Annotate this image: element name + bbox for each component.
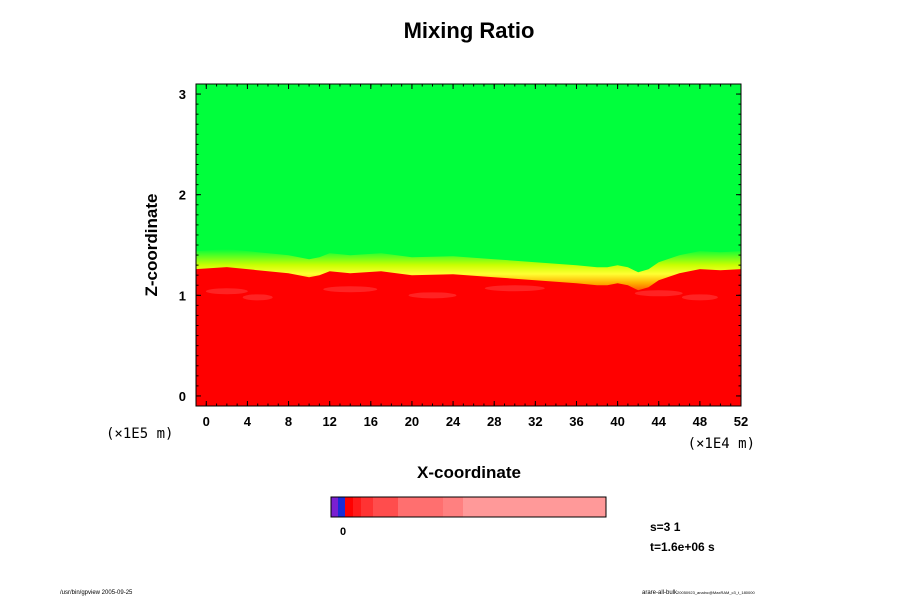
lower-region [196, 267, 741, 406]
lower-streak [634, 290, 683, 297]
y-axis-label: Z-coordinate [142, 194, 161, 297]
x-tick-label: 16 [364, 414, 378, 429]
lower-streak [242, 294, 273, 301]
fringe-band [196, 249, 741, 295]
colorbar-swatch [353, 497, 361, 517]
x-axis: 0 4 8 12 16 20 24 28 32 36 40 44 48 52 [195, 84, 748, 429]
x-tick-label: 44 [652, 414, 667, 429]
x-tick-label: 12 [322, 414, 336, 429]
colorbar-tick-label: 0 [340, 526, 346, 538]
colorbar-swatch [345, 497, 353, 517]
x-axis-label: X-coordinate [417, 463, 521, 482]
colorbar-swatch [443, 497, 463, 517]
x-tick-label: 0 [203, 414, 210, 429]
time-label: t=1.6e+06 s [650, 540, 715, 554]
x-tick-label: 36 [569, 414, 583, 429]
heatmap-field [196, 84, 741, 406]
x-tick-label: 20 [405, 414, 419, 429]
colorbar-swatch [398, 497, 443, 517]
y-tick-label: 2 [179, 188, 186, 203]
y-tick-label: 1 [179, 288, 186, 303]
lower-streak [484, 285, 545, 292]
colorbar-swatch [338, 497, 345, 517]
y-tick-label: 0 [179, 389, 186, 404]
colorbar-swatch [361, 497, 373, 517]
footer-left: /usr/bin/gpview 2005-09-25 [60, 590, 133, 596]
step-label: s=3 1 [650, 520, 681, 534]
lower-streak [408, 292, 457, 299]
y-unit-label: (×1E5 m) [106, 426, 173, 442]
x-tick-label: 8 [285, 414, 292, 429]
y-axis: 0 1 2 3 [179, 87, 741, 404]
x-tick-label: 28 [487, 414, 501, 429]
colorbar-swatch [463, 497, 606, 517]
colorbar-swatch [373, 497, 398, 517]
x-tick-label: 48 [693, 414, 707, 429]
x-tick-label: 40 [610, 414, 624, 429]
chart-title: Mixing Ratio [404, 18, 535, 43]
x-tick-label: 4 [244, 414, 252, 429]
footer-right-small: 20050923_analnc@MaxRAM_c3_t_180000 [677, 590, 755, 595]
footer-right-main: arare-all-bulk [642, 590, 678, 596]
colorbar-swatch [331, 497, 338, 517]
x-tick-label: 52 [734, 414, 748, 429]
footer-right: arare-all-bulk20050923_analnc@MaxRAM_c3_… [642, 590, 755, 596]
lower-region-streaks [205, 285, 718, 301]
lower-streak [323, 286, 378, 293]
x-tick-label: 32 [528, 414, 542, 429]
x-unit-label: (×1E4 m) [688, 436, 755, 452]
colorbar-frame [330, 496, 607, 518]
x-tick-label: 24 [446, 414, 461, 429]
lower-streak [205, 288, 248, 295]
lower-streak [681, 294, 718, 301]
colorbar [331, 497, 606, 517]
y-tick-label: 3 [179, 87, 186, 102]
